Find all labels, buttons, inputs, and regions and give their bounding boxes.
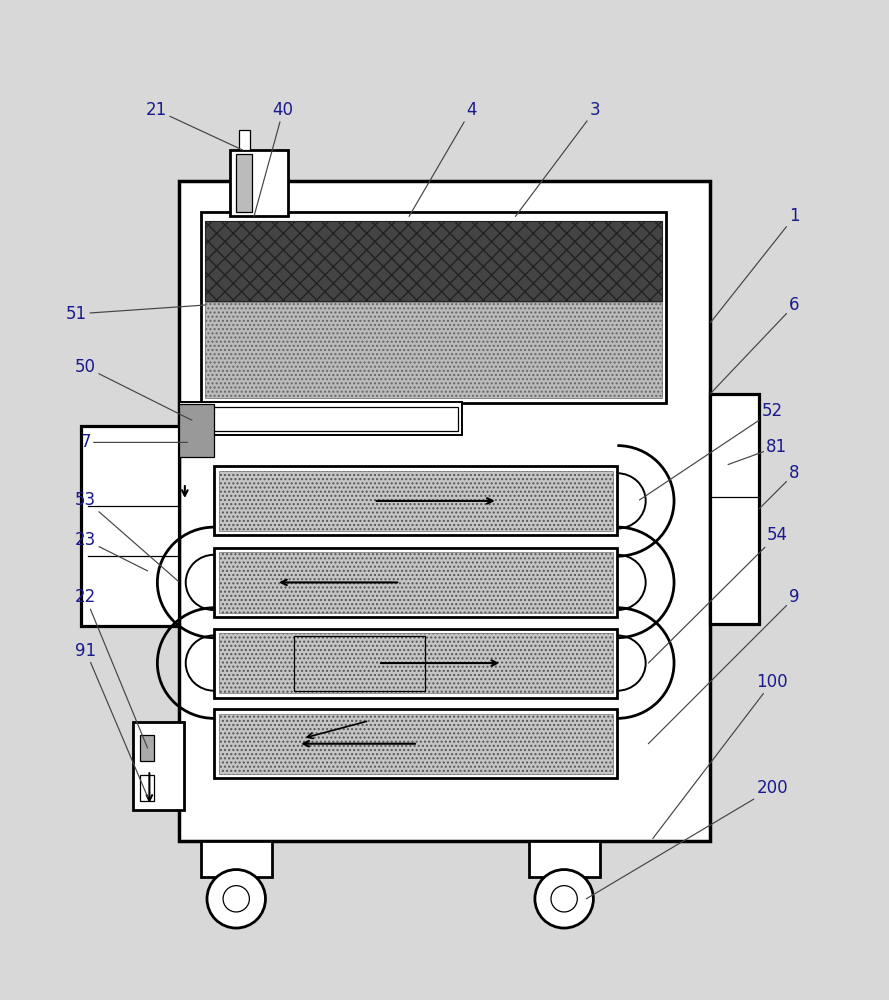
Text: 100: 100 [653,673,789,839]
Text: 50: 50 [75,358,192,420]
Bar [205,302,661,398]
Bar [236,154,252,212]
Bar [179,402,462,435]
Bar [529,841,599,877]
Bar [214,709,617,778]
Bar [201,212,666,403]
Text: 9: 9 [648,588,800,744]
Text: 53: 53 [75,491,179,582]
Bar [81,426,179,626]
Bar [219,552,613,613]
Text: 23: 23 [75,531,148,571]
Text: 200: 200 [587,779,789,899]
Bar [239,130,250,150]
Bar [230,150,288,216]
Text: 21: 21 [146,101,243,150]
Circle shape [535,870,593,928]
Circle shape [207,870,266,928]
Bar [214,629,617,698]
Text: 81: 81 [728,438,788,465]
Bar [179,404,214,457]
Bar [214,466,617,535]
Bar [140,775,154,801]
Bar [219,471,613,531]
Bar [219,714,613,774]
Text: 54: 54 [648,526,788,663]
Text: 3: 3 [516,101,600,216]
Text: 91: 91 [75,642,148,797]
Bar [219,633,613,693]
Bar [201,841,272,877]
Text: 51: 51 [66,305,205,323]
Bar [710,394,759,624]
Text: 7: 7 [80,433,188,451]
Text: 8: 8 [759,464,800,509]
Bar [179,181,710,841]
Text: 6: 6 [710,296,800,394]
Bar [140,735,154,761]
Bar [205,221,661,301]
Circle shape [223,886,250,912]
Circle shape [551,886,577,912]
Text: 22: 22 [75,588,148,748]
Bar [132,722,184,810]
Bar [294,636,425,691]
Bar [214,548,617,617]
Text: 1: 1 [710,207,800,323]
Bar [185,407,458,431]
Text: 4: 4 [409,101,477,216]
Text: 52: 52 [639,402,783,500]
Text: 40: 40 [254,101,293,216]
